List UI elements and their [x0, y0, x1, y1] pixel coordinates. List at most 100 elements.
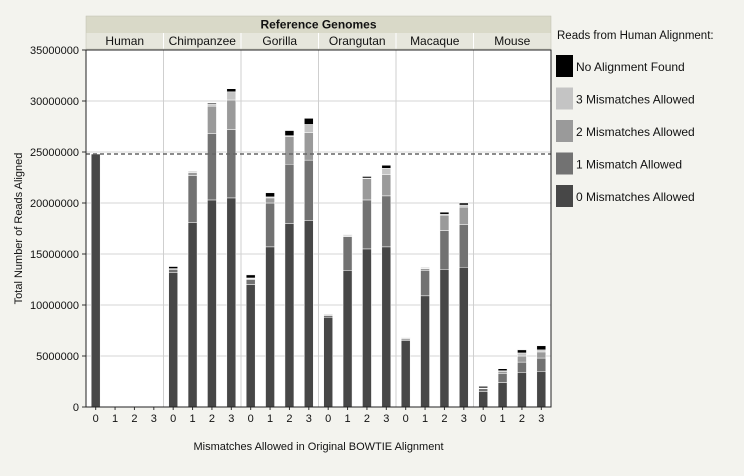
x-tick-label: 1 [267, 413, 273, 425]
facet-header-label: Reference Genomes [260, 18, 376, 32]
x-tick-label: 0 [325, 413, 331, 425]
bar-segment [342, 236, 353, 271]
bar-segment [168, 269, 178, 273]
bar-segment [226, 91, 237, 101]
legend-title: Reads from Human Alignment: [557, 30, 714, 42]
bar-segment [265, 246, 275, 408]
bar-segment [265, 192, 275, 198]
bar-segment [517, 349, 527, 354]
bar-segment [187, 171, 198, 173]
bar-segment [168, 266, 178, 269]
panel-label-mouse: Mouse [494, 34, 530, 48]
bar-segment [304, 220, 314, 408]
bar-segment [362, 248, 372, 408]
bar-segment [304, 124, 314, 133]
bar-segment [459, 204, 469, 208]
x-tick-label: 1 [345, 413, 351, 425]
x-tick-label: 1 [500, 413, 506, 425]
y-tick-label: 0 [73, 402, 79, 414]
bar-segment [304, 118, 314, 125]
legend-entry: 2 Mismatches Allowed [576, 125, 695, 139]
bar-segment [168, 272, 178, 408]
bar-segment [381, 174, 392, 197]
x-tick-label: 2 [286, 413, 292, 425]
y-axis-label: Total Number of Reads Aligned [13, 153, 25, 305]
bar-segment [420, 295, 430, 408]
bar-segment [323, 314, 333, 316]
bar-segment [245, 274, 256, 279]
bar-segment [400, 337, 411, 339]
bar-segment [226, 129, 237, 199]
bar-segment [459, 267, 469, 408]
legend-entry: 0 Mismatches Allowed [576, 190, 695, 204]
bar-segment [245, 279, 256, 285]
bar-segment [459, 206, 469, 225]
x-tick-label: 3 [538, 413, 544, 425]
y-tick-label: 10000000 [30, 300, 79, 312]
bar-segment [497, 382, 508, 408]
bar-segment [207, 133, 217, 201]
bar-segment [226, 197, 237, 408]
y-tick-label: 15000000 [30, 249, 79, 261]
x-tick-label: 1 [190, 413, 196, 425]
x-axis-label: Mismatches Allowed in Original BOWTIE Al… [193, 441, 443, 453]
y-tick-label: 35000000 [30, 45, 79, 57]
panel-label-orangutan: Orangutan [329, 34, 386, 48]
x-tick-label: 2 [209, 413, 215, 425]
bar-segment [207, 105, 217, 134]
bar-segment [381, 246, 392, 408]
panel-label-macaque: Macaque [410, 34, 460, 48]
x-tick-label: 1 [422, 413, 428, 425]
x-tick-label: 3 [228, 413, 234, 425]
bar-segment [187, 175, 198, 223]
legend-swatch [556, 55, 573, 77]
x-tick-label: 3 [383, 413, 389, 425]
bar-segment [187, 222, 198, 408]
x-tick-label: 1 [112, 413, 118, 425]
bar-segment [362, 199, 372, 250]
x-tick-label: 2 [519, 413, 525, 425]
bar-segment [439, 269, 450, 408]
x-tick-label: 0 [170, 413, 176, 425]
x-tick-label: 3 [461, 413, 467, 425]
bar-segment [439, 211, 450, 215]
bar-segment [226, 88, 237, 93]
panel-label-chimpanzee: Chimpanzee [169, 34, 237, 48]
bar-segment [304, 132, 314, 161]
bar-segment [362, 176, 372, 179]
bar-segment [497, 368, 508, 372]
x-tick-label: 2 [441, 413, 447, 425]
bar-segment [265, 202, 275, 248]
bar-segment [517, 361, 527, 373]
legend-entry: 3 Mismatches Allowed [576, 93, 695, 107]
bar-segment [323, 316, 333, 408]
panel-label-human: Human [105, 34, 144, 48]
x-tick-label: 2 [364, 413, 370, 425]
legend-swatch [556, 185, 573, 207]
bar-segment [207, 199, 217, 408]
x-tick-label: 3 [151, 413, 157, 425]
header-border [85, 15, 552, 50]
bar-segment [381, 165, 392, 169]
bar-segment [478, 391, 488, 408]
x-tick-label: 0 [248, 413, 254, 425]
x-tick-label: 0 [93, 413, 99, 425]
legend-entry: 1 Mismatch Allowed [576, 158, 682, 172]
bar-segment [478, 388, 488, 392]
bar-segment [478, 386, 488, 389]
bar-segment [517, 352, 527, 357]
bar-segment [265, 197, 275, 204]
y-tick-label: 20000000 [30, 198, 79, 210]
bar-segment [284, 130, 295, 136]
bar-segment [187, 172, 198, 176]
bar-segment [207, 103, 217, 107]
bar-segment [517, 372, 527, 408]
bar-segment [536, 357, 547, 372]
bar-segment [304, 159, 314, 221]
plot-border [85, 49, 552, 408]
bar-segment [284, 136, 295, 165]
x-tick-label: 0 [480, 413, 486, 425]
bar-segment [207, 102, 217, 105]
